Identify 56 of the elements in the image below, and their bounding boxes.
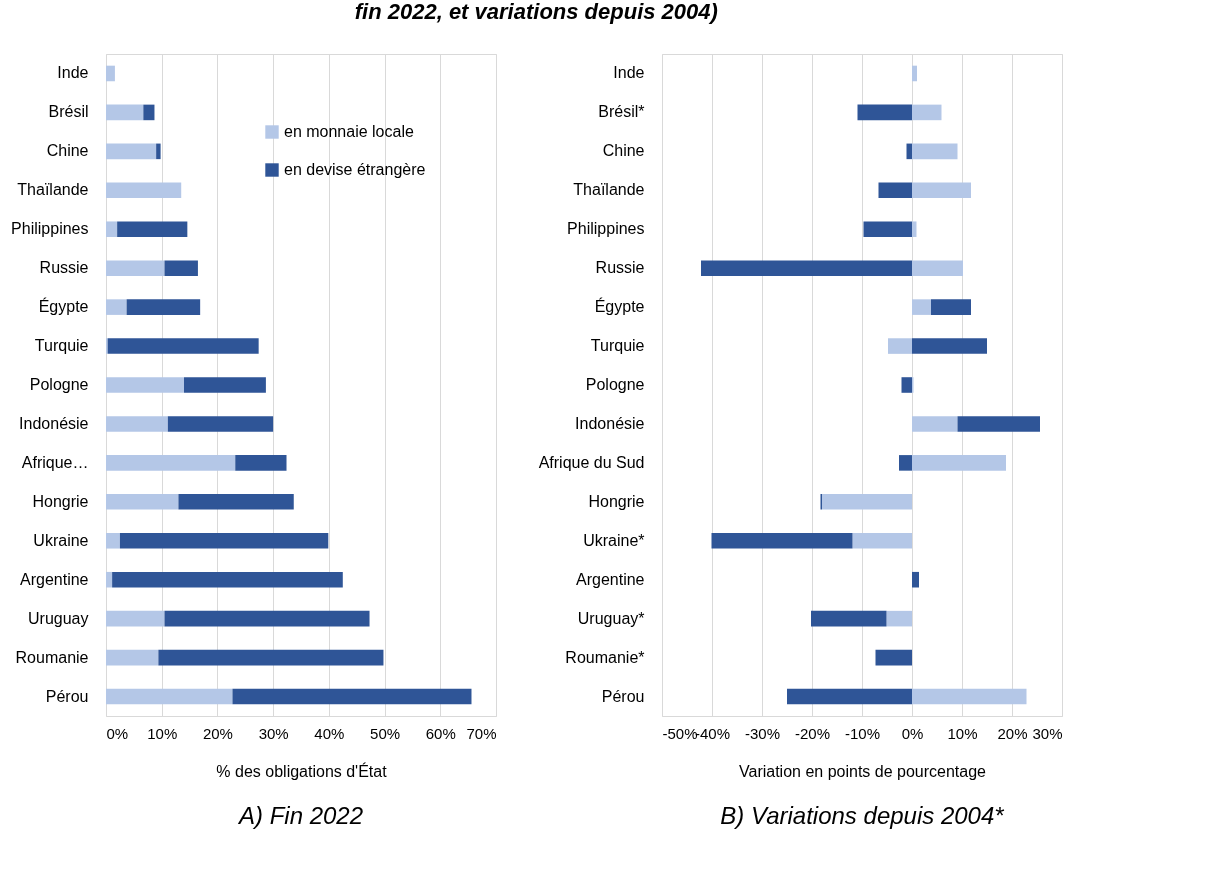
x-tick-label: 50% <box>370 724 401 742</box>
y-tick-label: Égypte <box>594 297 645 316</box>
x-tick-label: 30% <box>258 724 289 742</box>
x-tick-label: 20% <box>997 724 1028 742</box>
y-tick-label: Pérou <box>601 687 645 705</box>
x-tick-label: -10% <box>844 724 881 742</box>
y-tick-label: Pologne <box>29 376 89 393</box>
x-tick-label: 70% <box>466 724 497 742</box>
y-tick-label: Turquie <box>590 337 645 355</box>
x-tick-label: 0% <box>901 724 924 742</box>
x-tick-label: 60% <box>425 724 456 742</box>
y-tick-label: Philippines <box>567 220 645 238</box>
y-tick-label: Égypte <box>38 297 89 316</box>
y-tick-label: Pologne <box>585 376 645 393</box>
y-tick-label: Indonésie <box>19 414 89 432</box>
y-tick-label: Ukraine <box>33 531 89 549</box>
legend-label: en devise étrangère <box>284 161 426 178</box>
text: A) Fin 2022 <box>236 802 364 829</box>
y-tick-label: Indonésie <box>575 414 645 432</box>
x-tick-label: 0% <box>106 724 129 742</box>
x-tick-label: 10% <box>147 724 178 742</box>
y-tick-label: Ukraine* <box>583 531 645 549</box>
legend-label: en monnaie locale <box>284 123 414 140</box>
y-tick-label: Argentine <box>576 570 645 588</box>
y-tick-label: Roumanie* <box>565 648 645 666</box>
y-tick-label: Philippines <box>11 220 89 238</box>
y-tick-label: Chine <box>46 142 89 160</box>
y-tick-label: Afrique du Sud <box>538 453 645 471</box>
y-tick-label: Uruguay* <box>577 609 645 627</box>
x-tick-label: -20% <box>794 724 831 742</box>
y-tick-label: Inde <box>613 64 645 82</box>
y-tick-label: Inde <box>57 64 89 82</box>
x-tick-label: 30% <box>1032 724 1063 742</box>
y-tick-label: Chine <box>602 142 645 160</box>
y-tick-label: Brésil <box>48 103 89 121</box>
y-tick-label: Argentine <box>20 570 89 588</box>
y-tick-label: Russie <box>595 259 645 277</box>
y-tick-label: Hongrie <box>588 492 645 510</box>
x-tick-label: 20% <box>202 724 233 742</box>
y-tick-label: Thaïlande <box>17 181 89 199</box>
x-axis-title: % des obligations d'État <box>216 761 388 780</box>
x-tick-label: 40% <box>314 724 345 742</box>
y-tick-label: Thaïlande <box>573 181 645 199</box>
y-tick-label: Afrique… <box>21 453 89 471</box>
y-tick-label: Brésil* <box>598 103 645 121</box>
y-tick-label: Roumanie <box>15 648 89 666</box>
y-tick-label: Pérou <box>45 687 89 705</box>
y-tick-label: Russie <box>39 259 89 277</box>
y-tick-label: Uruguay <box>28 609 89 627</box>
y-tick-label: Turquie <box>34 337 89 355</box>
x-axis-title: Variation en points de pourcentage <box>739 762 987 780</box>
text: B) Variations depuis 2004* <box>720 802 1005 829</box>
y-tick-label: Hongrie <box>32 492 89 510</box>
x-tick-label: 10% <box>947 724 978 742</box>
chart-title: fin 2022, et variations depuis 2004) <box>354 0 718 24</box>
x-tick-label: -30% <box>744 724 781 742</box>
